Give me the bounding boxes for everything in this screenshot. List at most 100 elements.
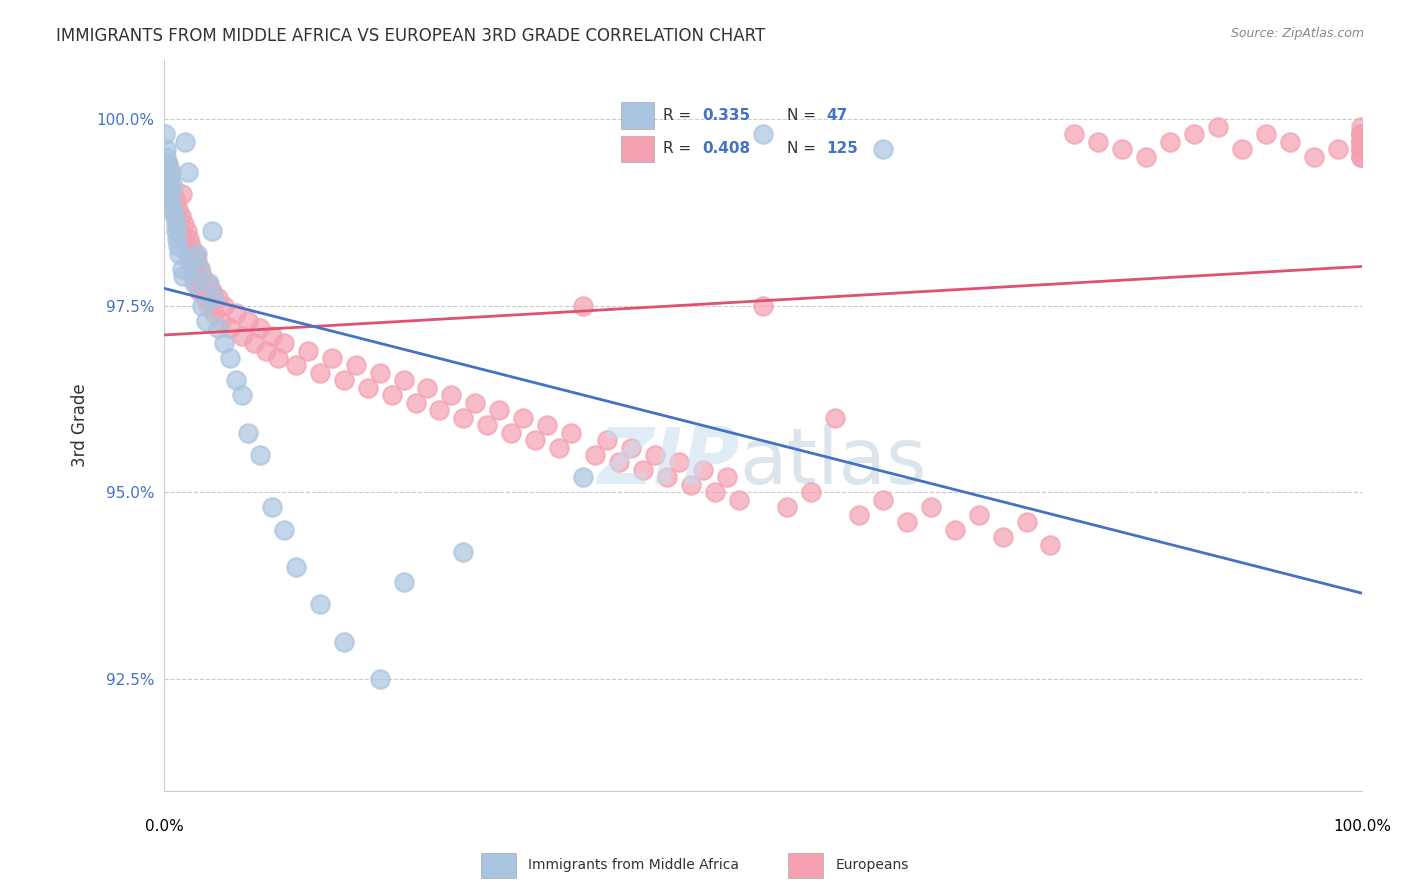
Text: R =: R = [664, 142, 696, 156]
Point [848, 508, 870, 522]
Point [202, 291, 225, 305]
Point [560, 425, 582, 440]
Point [332, 634, 354, 648]
Point [501, 425, 523, 440]
Point [201, 224, 224, 238]
Point [209, 314, 232, 328]
Point [1087, 135, 1109, 149]
Point [172, 268, 194, 283]
Text: 100.0%: 100.0% [1333, 819, 1391, 834]
Point [162, 186, 184, 201]
Point [236, 425, 259, 440]
Point [1039, 537, 1062, 551]
Point [1206, 120, 1229, 134]
Point [464, 396, 486, 410]
Point [1327, 142, 1350, 156]
Point [186, 246, 208, 260]
Point [212, 299, 235, 313]
Point [163, 209, 186, 223]
Point [655, 470, 678, 484]
Point [368, 672, 391, 686]
Point [155, 150, 177, 164]
Text: R =: R = [664, 108, 696, 123]
Point [728, 492, 751, 507]
Point [1256, 127, 1278, 141]
Point [183, 268, 205, 283]
Point [536, 418, 558, 433]
Point [172, 232, 194, 246]
Point [668, 455, 690, 469]
Point [644, 448, 666, 462]
Point [198, 299, 221, 313]
Point [1350, 127, 1372, 141]
Point [174, 239, 197, 253]
Point [308, 597, 330, 611]
Point [368, 366, 391, 380]
Point [225, 306, 247, 320]
Point [188, 261, 211, 276]
Text: IMMIGRANTS FROM MIDDLE AFRICA VS EUROPEAN 3RD GRADE CORRELATION CHART: IMMIGRANTS FROM MIDDLE AFRICA VS EUROPEA… [56, 27, 765, 45]
Point [173, 217, 195, 231]
Point [273, 523, 295, 537]
Text: 0.0%: 0.0% [145, 819, 183, 834]
Point [1350, 127, 1372, 141]
Point [179, 254, 201, 268]
Point [179, 254, 201, 268]
Point [967, 508, 990, 522]
Point [176, 224, 198, 238]
Point [620, 441, 643, 455]
Point [183, 277, 205, 291]
Point [231, 328, 253, 343]
Point [155, 172, 177, 186]
Point [191, 268, 214, 283]
Point [607, 455, 630, 469]
Point [236, 314, 259, 328]
Point [160, 164, 183, 178]
Point [512, 410, 534, 425]
Point [1350, 142, 1372, 156]
Text: N =: N = [787, 108, 821, 123]
Point [186, 277, 208, 291]
Point [166, 232, 188, 246]
Point [380, 388, 402, 402]
Text: N =: N = [787, 142, 821, 156]
Point [153, 127, 176, 141]
Point [267, 351, 290, 365]
Point [1063, 127, 1085, 141]
Point [181, 261, 204, 276]
Point [163, 209, 186, 223]
Point [218, 321, 240, 335]
Point [156, 157, 179, 171]
Point [260, 500, 283, 515]
Point [207, 291, 229, 305]
Point [704, 485, 727, 500]
Point [167, 202, 190, 216]
Point [631, 463, 654, 477]
Point [1350, 142, 1372, 156]
Point [249, 448, 271, 462]
Point [872, 142, 894, 156]
Point [166, 217, 188, 231]
Point [153, 186, 176, 201]
Point [308, 366, 330, 380]
Point [1303, 150, 1326, 164]
Bar [620, 136, 654, 162]
Point [1350, 142, 1372, 156]
Bar [787, 853, 824, 878]
Point [273, 336, 295, 351]
Point [991, 530, 1014, 544]
Point [180, 239, 202, 253]
Text: ZIP: ZIP [596, 424, 740, 500]
Point [488, 403, 510, 417]
Point [162, 202, 184, 216]
Point [231, 388, 253, 402]
Point [416, 381, 439, 395]
Point [477, 418, 499, 433]
Point [188, 261, 211, 276]
Point [187, 284, 209, 298]
Point [195, 277, 218, 291]
Point [170, 209, 193, 223]
Point [186, 254, 208, 268]
Point [157, 164, 180, 178]
Point [177, 246, 200, 260]
